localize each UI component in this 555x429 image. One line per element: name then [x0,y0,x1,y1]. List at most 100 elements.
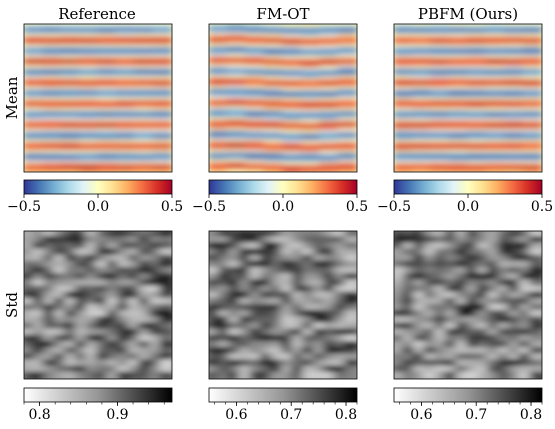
heatmap-cell [485,157,506,161]
heatmap-cell [394,371,407,379]
heatmap-cell [134,157,155,161]
heatmap-cell [522,73,542,77]
heatmap-cell [448,107,469,111]
heatmap-cell [448,142,469,146]
heatmap-cell [337,78,357,82]
heatmap-cell [300,90,321,94]
heatmap-cell [522,68,542,72]
heatmap-cell [522,24,542,28]
heatmap-cell [344,328,357,337]
heatmap-cell [245,162,266,166]
heatmap-cell [64,242,79,251]
heatmap-cell [518,365,534,374]
heatmap-cell [312,254,328,263]
heatmap-cell [333,334,349,343]
heatmap-cell [263,154,284,158]
heatmap-cell [485,73,506,77]
heatmap-cell [24,68,44,72]
heatmap-cell [152,75,172,79]
heatmap-cell [522,164,542,168]
heatmap-cell [529,310,542,319]
colorbar-tick-label: 0.5 [531,199,553,215]
heatmap-cell [504,144,525,148]
heatmap-cell [159,248,172,257]
heatmap-cell [115,31,136,35]
heatmap-cell [344,347,357,356]
heatmap-cell [43,359,58,368]
heatmap-cell [24,137,44,141]
heatmap-cell [60,142,81,146]
heatmap-cell [300,85,321,89]
heatmap-cell [64,248,79,257]
heatmap-cell [270,254,285,263]
heatmap-cell [282,43,303,47]
heatmap-cell [238,279,254,288]
heatmap-cell [508,291,523,300]
heatmap-cell [300,120,321,124]
heatmap-cell [245,105,266,109]
heatmap-cell [300,95,321,99]
heatmap-cell [448,48,469,52]
heatmap-cell [423,260,439,269]
heatmap-cell [508,365,523,374]
heatmap-cell [337,70,357,74]
heatmap-cell [238,248,254,257]
heatmap-cell [138,236,153,245]
heatmap-cell [60,152,81,156]
heatmap-cell [411,43,432,47]
heatmap-cell [263,147,284,151]
colorbar-std-reference: 0.8 0.9 [23,387,173,423]
panel-image [24,24,172,172]
heatmap-cell [282,164,303,168]
heatmap-cell [444,297,460,306]
heatmap-cell [323,371,338,379]
heatmap-cell [394,267,407,276]
heatmap-cell [476,322,492,331]
heatmap-cell [238,371,254,379]
heatmap-cell [300,65,321,69]
heatmap-cell [448,33,469,37]
heatmap-cell [466,267,481,276]
heatmap-cell [448,88,469,92]
colorbar-tick-label: 0.7 [280,407,302,423]
heatmap-cell [209,80,229,84]
heatmap-cell [41,65,62,69]
heatmap-cell [226,58,247,62]
heatmap-cell [152,36,172,40]
heatmap-cell [522,157,542,161]
heatmap-cell [249,304,264,313]
heatmap-cell [24,78,44,82]
heatmap-cell [263,58,284,62]
heatmap-cell [24,285,37,294]
heatmap-cell [152,102,172,106]
heatmap-cell [497,341,513,350]
heatmap-cell [249,371,264,379]
heatmap-cell [281,353,296,362]
heatmap-cell [152,159,172,163]
heatmap-cell [282,142,303,146]
heatmap-cell [411,122,432,126]
heatmap-cell [78,70,99,74]
heatmap-cell [323,285,338,294]
heatmap-cell [245,127,266,131]
heatmap-cell [209,260,222,269]
heatmap-cell [97,83,118,87]
heatmap-cell [270,371,285,379]
heatmap-cell [53,316,69,325]
heatmap-cell [217,273,233,282]
heatmap-cell [281,316,296,325]
heatmap-cell [152,130,172,134]
heatmap-cell [467,135,488,139]
heatmap-cell [152,147,172,151]
heatmap-cell [323,304,338,313]
heatmap-cell [115,162,136,166]
heatmap-cell [41,152,62,156]
heatmap-cell [138,248,153,257]
column-title-pbfm: PBFM (Ours) [418,5,518,23]
heatmap-cell [394,41,414,45]
heatmap-cell [430,48,451,52]
heatmap-cell [411,26,432,30]
heatmap-cell [282,154,303,158]
heatmap-cell [411,75,432,79]
heatmap-cell [282,167,303,171]
